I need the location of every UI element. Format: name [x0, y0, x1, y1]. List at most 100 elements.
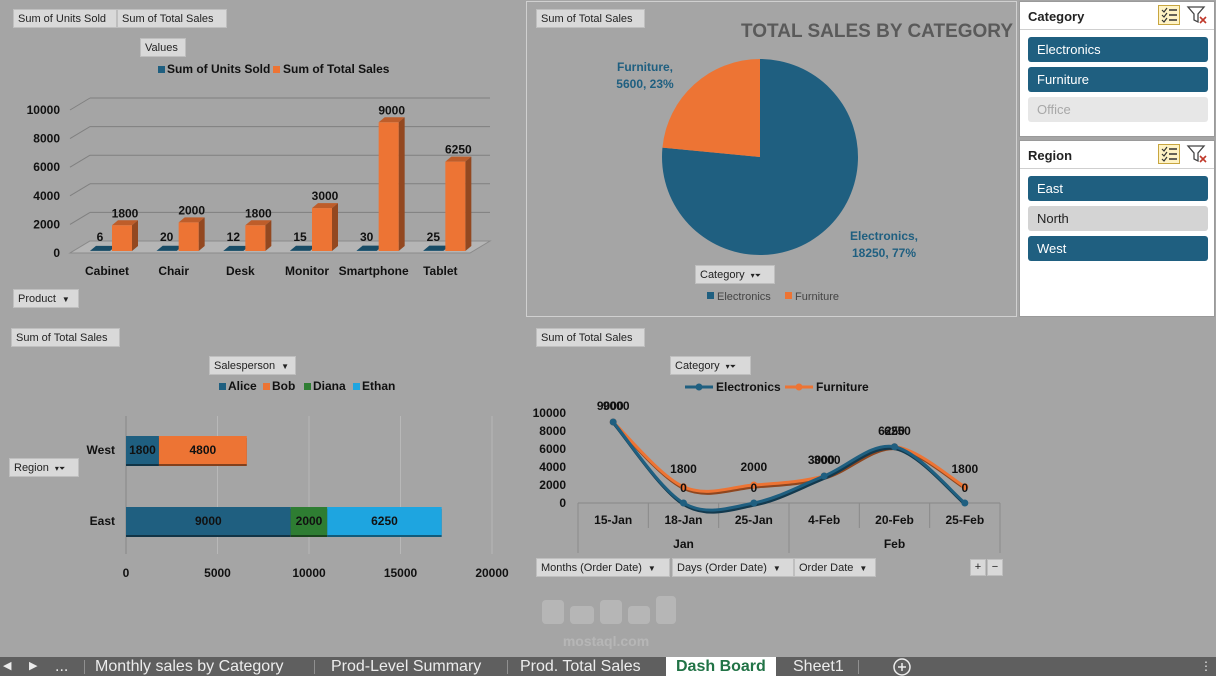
multi-select-icon[interactable]: [1158, 5, 1180, 25]
pie-chart-title: TOTAL SALES BY CATEGORY: [741, 21, 1013, 42]
y-tick-label: 10000: [533, 406, 567, 420]
slicer-item-west[interactable]: West: [1028, 236, 1208, 261]
slicer-item-office[interactable]: Office: [1028, 97, 1208, 122]
slicer-item-furniture[interactable]: Furniture: [1028, 67, 1208, 92]
pie-chart: TOTAL SALES BY CATEGORY Furniture, 5600,…: [616, 21, 1013, 303]
grid-line: [69, 97, 91, 111]
slicer-item-east[interactable]: East: [1028, 176, 1208, 201]
collapse-field-button[interactable]: −: [987, 559, 1003, 576]
legend-label-electronics: Electronics: [716, 380, 781, 394]
marker-electronics: [750, 499, 758, 507]
months-field-button[interactable]: Months (Order Date) ▼: [536, 558, 670, 577]
legend-swatch-diana: [304, 383, 311, 390]
clear-filter-icon[interactable]: [1186, 5, 1208, 25]
data-label-electronics: 0: [680, 481, 687, 495]
scroll-right-icon[interactable]: ▶: [29, 660, 38, 672]
tab-sheet1[interactable]: Sheet1: [793, 658, 844, 675]
slicer-item-electronics[interactable]: Electronics: [1028, 37, 1208, 62]
data-label-diana: 2000: [296, 514, 323, 528]
y-tick-label: 2000: [539, 478, 566, 492]
tab-prod-level-summary[interactable]: Prod-Level Summary: [331, 658, 482, 675]
add-sheet-icon[interactable]: [892, 657, 912, 676]
marker-electronics: [891, 443, 898, 451]
category-slicer-header: Category: [1020, 2, 1214, 30]
y-category-label: East: [90, 514, 115, 528]
x-tick-label: 25-Jan: [735, 513, 773, 527]
line-electronics: [612, 421, 966, 512]
product-field-label: Product: [18, 293, 56, 305]
region-sales-field-button[interactable]: Sum of Total Sales: [11, 328, 120, 347]
x-category-label: Tablet: [423, 264, 457, 278]
pie-label-furniture-name: Furniture,: [617, 60, 673, 74]
marker-electronics: [820, 472, 828, 480]
bar-total-sales: [178, 217, 205, 251]
order-date-field-label: Order Date: [799, 562, 854, 574]
category-slicer: Category Electronics Furniture Office: [1019, 1, 1215, 137]
grid-line: [69, 126, 91, 140]
region-slicer-header: Region: [1020, 141, 1214, 169]
pie-label-electronics-value: 18250, 77%: [852, 246, 916, 260]
legend-swatch-alice: [219, 383, 226, 390]
clear-filter-icon[interactable]: [1186, 144, 1208, 164]
days-field-label: Days (Order Date): [677, 562, 767, 574]
grid-line: [69, 211, 91, 225]
line-sales-field-button[interactable]: Sum of Total Sales: [536, 328, 645, 347]
data-label-units: 12: [227, 230, 241, 244]
bar-total-sales: [312, 203, 338, 251]
total-sales-field-button[interactable]: Sum of Total Sales: [117, 9, 227, 28]
product-field-button[interactable]: Product ▼: [13, 289, 79, 308]
bar-alice: [126, 436, 159, 464]
pie-legend-label-furniture: Furniture: [795, 291, 839, 303]
line-shadow: [613, 423, 967, 514]
filter-dropdown-icon: ▾⏷: [725, 362, 737, 371]
salesperson-field-button[interactable]: Salesperson ▼: [209, 356, 296, 375]
pie-sales-field-button[interactable]: Sum of Total Sales: [536, 9, 645, 28]
legend-swatch-ethan: [353, 383, 360, 390]
pie-legend: Electronics Furniture: [707, 291, 839, 303]
data-label-electronics: 0: [750, 481, 757, 495]
region-field-button[interactable]: Region ▾⏷: [9, 458, 79, 477]
more-tabs-button[interactable]: ...: [55, 658, 69, 675]
legend-label-units: Sum of Units Sold: [167, 62, 270, 76]
dropdown-arrow-icon: ▼: [647, 564, 656, 573]
data-label-bob: 4800: [190, 443, 217, 457]
legend-swatch-units: [158, 66, 165, 73]
y-tick-label: 8000: [539, 424, 566, 438]
line-category-field-button[interactable]: Category ▾⏷: [670, 356, 751, 375]
tab-dash-board[interactable]: Dash Board: [666, 657, 776, 676]
marker-furniture: [961, 483, 969, 491]
data-label-furniture: 1800: [670, 462, 697, 476]
y-tick-label: 8000: [33, 132, 60, 146]
legend-marker-furniture: [795, 383, 803, 391]
line-chart: Electronics Furniture 0 2000 4000 6000 8000 1…: [533, 380, 1001, 553]
bar-total-sales: [378, 117, 405, 251]
units-sold-field-button[interactable]: Sum of Units Sold: [13, 9, 117, 28]
tab-monthly-sales-by-category[interactable]: Monthly sales by Category: [95, 658, 284, 675]
x-tick-label: 15-Jan: [594, 513, 632, 527]
order-date-field-button[interactable]: Order Date ▼: [794, 558, 876, 577]
scroll-left-icon[interactable]: ◀: [3, 660, 12, 672]
tab-bar-options-icon[interactable]: ⋮: [1200, 659, 1212, 673]
values-field-button[interactable]: Values: [140, 38, 186, 57]
data-label-furniture: 9000: [603, 399, 630, 413]
pie-category-field-button[interactable]: Category ▾⏷: [695, 265, 775, 284]
days-field-button[interactable]: Days (Order Date) ▼: [672, 558, 794, 577]
marker-electronics: [680, 499, 687, 507]
marker-furniture: [680, 483, 687, 491]
bar-total-sales: [445, 156, 472, 251]
data-label-ethan: 6250: [371, 514, 398, 528]
y-tick-label: 4000: [33, 189, 60, 203]
tab-prod-total-sales[interactable]: Prod. Total Sales: [520, 658, 641, 675]
multi-select-icon[interactable]: [1158, 144, 1180, 164]
expand-field-button[interactable]: +: [970, 559, 986, 576]
data-label-furniture: 2000: [740, 460, 767, 474]
marker-electronics: [609, 418, 617, 426]
slicer-item-north[interactable]: North: [1028, 206, 1208, 231]
data-label-furniture: 3000: [814, 453, 841, 467]
y-tick-label: 4000: [539, 460, 566, 474]
x-category-label: Chair: [158, 264, 189, 278]
legend-label-alice: Alice: [228, 379, 257, 393]
product-chart: Sum of Units Sold Sum of Total Sales 0 20…: [27, 62, 492, 278]
data-label-units: 6: [97, 230, 104, 244]
legend-swatch-sales: [273, 66, 280, 73]
